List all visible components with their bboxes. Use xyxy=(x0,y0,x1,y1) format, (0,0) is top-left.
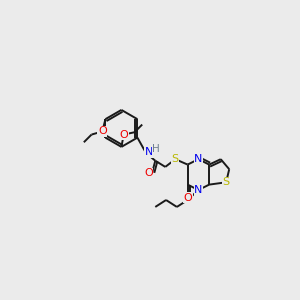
Text: H: H xyxy=(152,144,160,154)
Text: N: N xyxy=(194,185,202,195)
Text: S: S xyxy=(223,177,230,187)
Text: O: O xyxy=(98,127,107,136)
Text: O: O xyxy=(119,130,128,140)
Text: S: S xyxy=(172,154,179,164)
Text: O: O xyxy=(144,168,153,178)
Text: N: N xyxy=(194,154,202,164)
Text: O: O xyxy=(183,193,192,203)
Text: N: N xyxy=(145,147,153,157)
